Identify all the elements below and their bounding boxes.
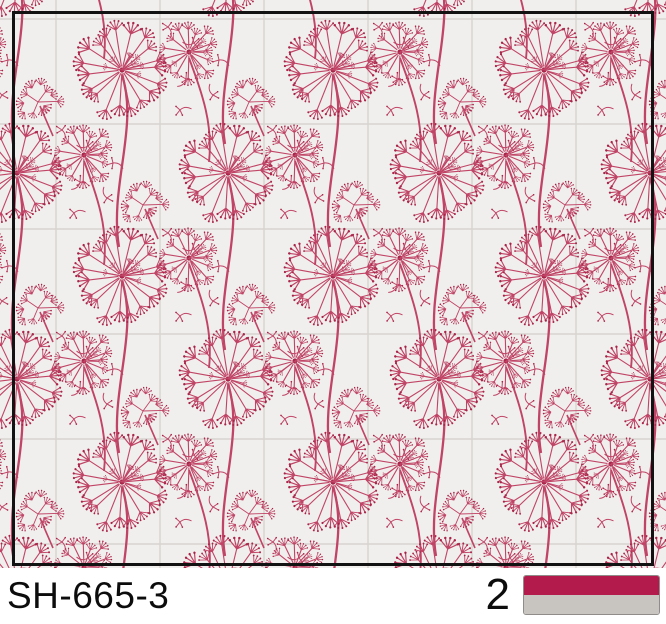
product-label-bar: SH-665-3 2 bbox=[0, 568, 666, 624]
wallpaper-pattern-preview bbox=[0, 0, 666, 568]
color-swatch bbox=[523, 575, 660, 615]
product-code: SH-665-3 bbox=[7, 574, 170, 616]
dandelion-pattern-image bbox=[0, 0, 666, 568]
swatch-color-top bbox=[524, 576, 659, 595]
quantity-and-swatch: 2 bbox=[486, 573, 660, 617]
quantity-label: 2 bbox=[485, 570, 510, 619]
swatch-color-bottom bbox=[524, 595, 659, 614]
